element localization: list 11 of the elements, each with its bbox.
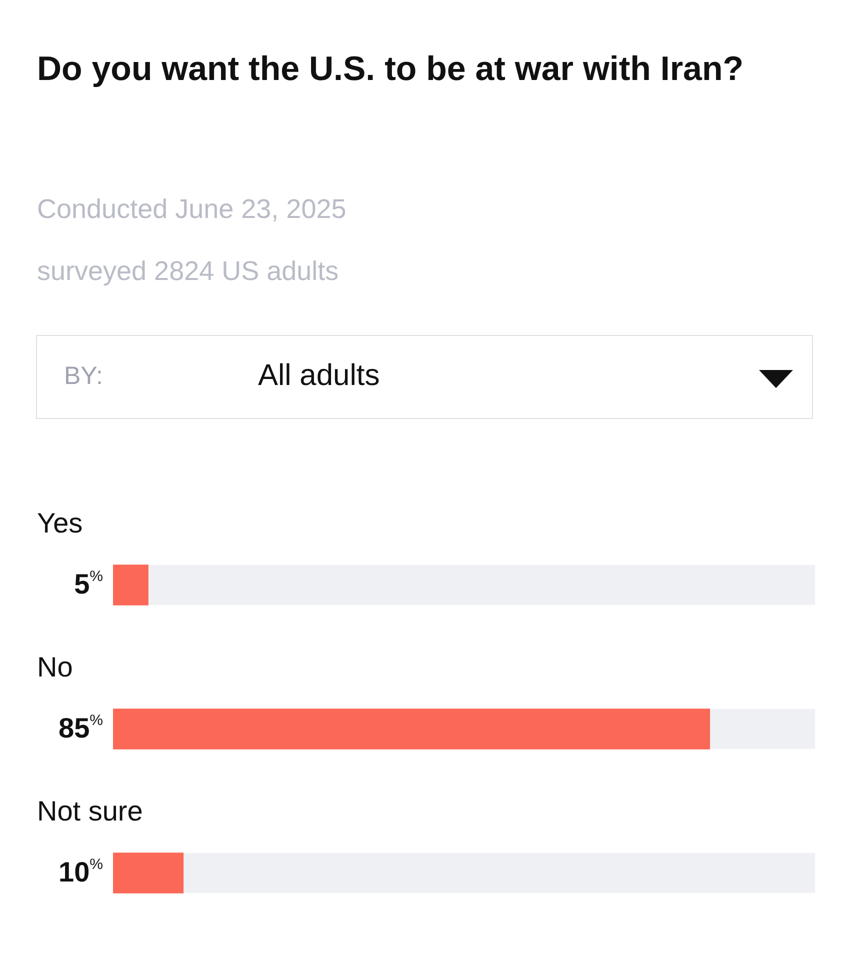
data-label: 85% <box>58 712 104 744</box>
text: surveyed 2824 US adults <box>37 256 339 287</box>
y-tick-label: Yes <box>37 508 83 539</box>
chart-title: Do you want the U.S. to be at war with Iran? <box>37 49 744 90</box>
data-label: 5% <box>74 568 104 600</box>
text: All adults <box>258 359 380 393</box>
chart-subtitle: Conducted June 23, 2025 <box>37 194 346 225</box>
data-label: 10% <box>58 856 104 888</box>
y-tick-label: Not sure <box>37 796 143 827</box>
text: BY: <box>64 362 103 391</box>
y-tick-label: No <box>37 652 73 683</box>
